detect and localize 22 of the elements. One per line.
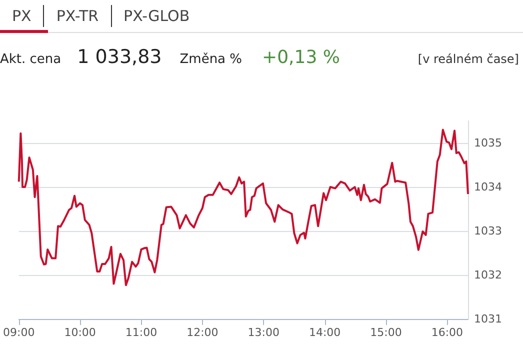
x-tick-label: 09:00	[3, 326, 35, 339]
text: Změna %	[180, 52, 242, 67]
x-tick-label: 12:00	[186, 326, 218, 339]
x-tick-label: 15:00	[370, 326, 402, 339]
x-tick-label: 14:00	[308, 326, 341, 339]
text: Akt. cena	[0, 52, 62, 67]
y-tick-label: 1031	[474, 312, 502, 326]
text: 1 033,83	[77, 46, 162, 68]
text: PX-GLOB	[110, 5, 202, 27]
x-tick-label: 11:00	[125, 326, 158, 339]
y-tick-label: 1034	[474, 180, 502, 194]
y-tick-label: 1035	[474, 136, 502, 150]
y-tick-label: 1032	[474, 268, 502, 282]
text: [v reálném čase]	[418, 52, 519, 66]
text: +0,13 %	[262, 47, 340, 68]
x-tick-label: 16:00	[431, 326, 464, 339]
y-tick-label: 1033	[474, 224, 502, 238]
text: PX	[11, 6, 32, 27]
x-tick-label: 10:00	[64, 326, 96, 339]
line-series	[18, 128, 469, 286]
x-tick-label: 13:00	[248, 326, 280, 339]
text: PX-TR	[43, 5, 111, 27]
